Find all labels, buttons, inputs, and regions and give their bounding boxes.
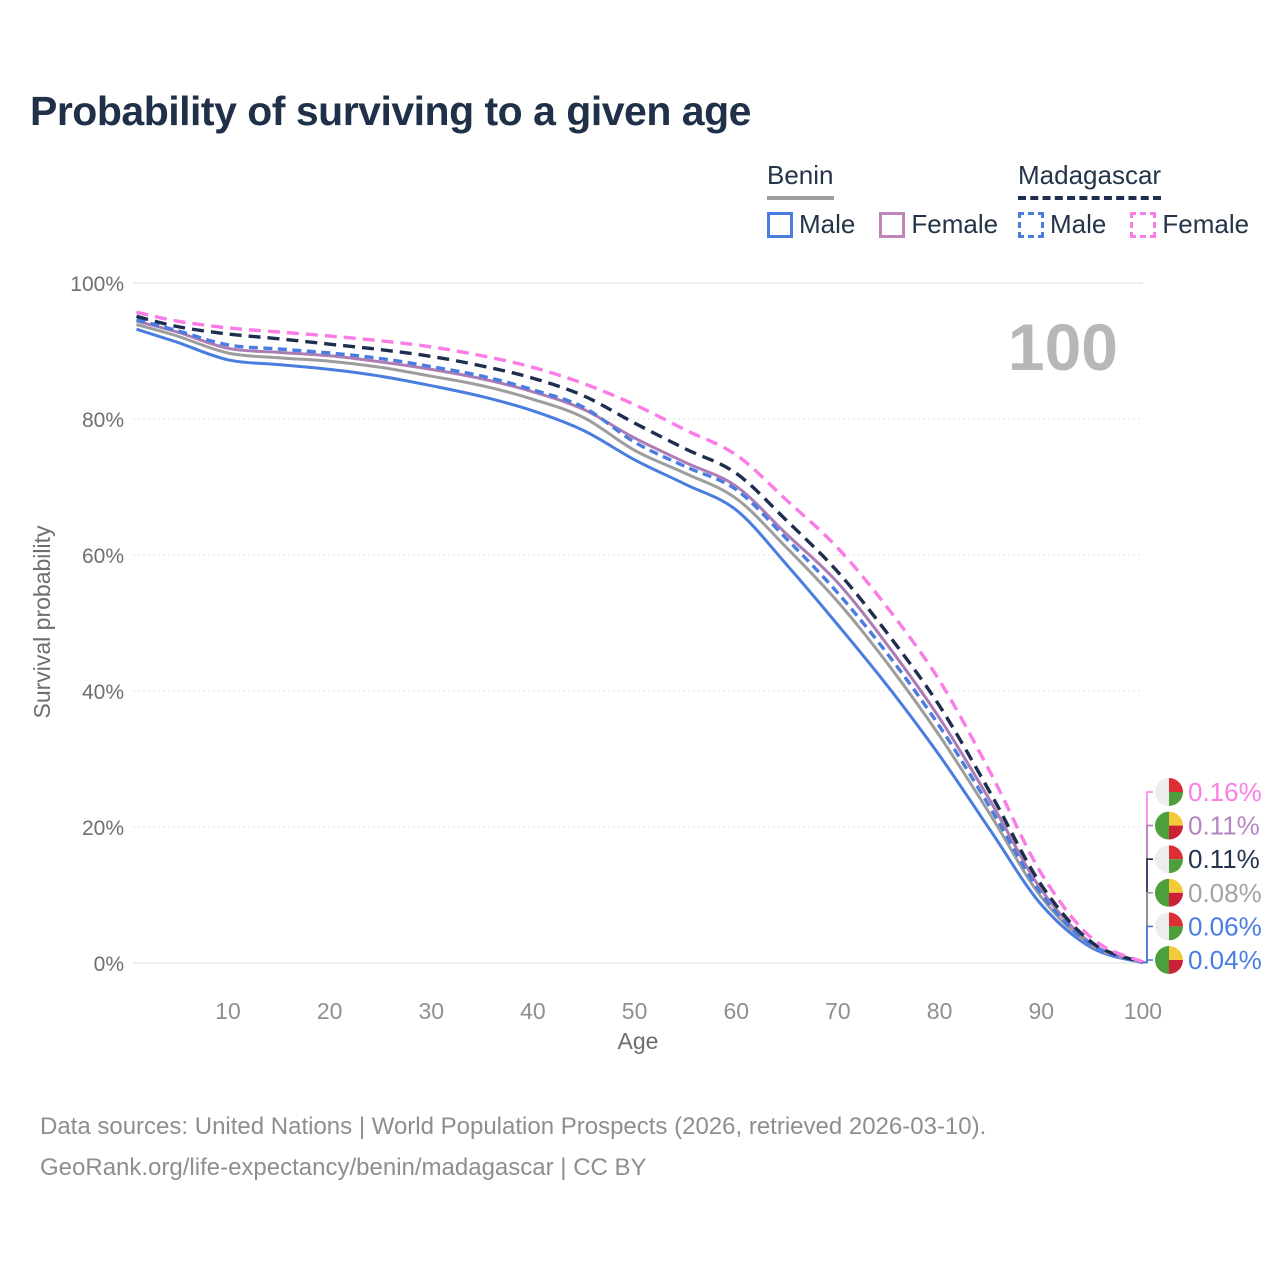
madagascar-male-swatch-icon[interactable] <box>1018 211 1044 238</box>
legend-item-benin-male[interactable]: Male <box>767 209 855 240</box>
legend-item-benin-female[interactable]: Female <box>879 209 998 240</box>
madagascar-flag-icon <box>1155 778 1183 806</box>
y-tick-label: 40% <box>82 681 124 704</box>
legend-group-benin: Benin Male Female <box>767 160 998 240</box>
legend-item-madagascar-female[interactable]: Female <box>1130 209 1249 240</box>
benin-flag-icon <box>1155 878 1183 907</box>
series-layer <box>136 310 1144 965</box>
series-line-madagascar-male <box>136 318 1144 965</box>
leader-line <box>1143 925 1153 964</box>
x-tick-label: 60 <box>723 998 749 1024</box>
leader-line <box>1143 824 1153 964</box>
leader-line <box>1143 858 1153 964</box>
y-tick-label: 80% <box>82 409 124 432</box>
end-label-value: 0.11% <box>1188 844 1260 874</box>
y-axis-title: Survival probability <box>29 525 55 719</box>
madagascar-flag-icon <box>1155 845 1183 874</box>
y-tick-label: 100% <box>70 273 124 296</box>
x-tick-label: 40 <box>520 998 546 1024</box>
footer: Data sources: United Nations | World Pop… <box>40 1106 986 1188</box>
grid-layer: 0% 20% 40% 60% 80% 100% 10 20 30 40 50 60 70 80 90 100 <box>70 273 1162 1024</box>
madagascar-female-swatch-icon[interactable] <box>1130 211 1157 238</box>
footer-attribution-url: GeoRank.org/life-expectancy/benin/madaga… <box>40 1154 647 1181</box>
leader-line <box>1143 959 1153 964</box>
legend-heading-madagascar: Madagascar <box>1018 160 1162 200</box>
legend-heading-benin: Benin <box>767 160 834 200</box>
x-tick-label: 70 <box>825 998 851 1024</box>
x-tick-label: 80 <box>927 998 953 1024</box>
x-tick-label: 90 <box>1028 998 1054 1024</box>
x-tick-label: 100 <box>1124 998 1162 1024</box>
page-title: Probability of surviving to a given age <box>30 88 751 134</box>
leader-line <box>1143 892 1153 964</box>
series-line-benin-both <box>136 323 1144 964</box>
y-tick-label: 20% <box>82 817 124 840</box>
benin-male-swatch-icon[interactable] <box>767 211 793 238</box>
series-line-madagascar-both <box>136 314 1144 964</box>
x-axis-title: Age <box>618 1028 659 1054</box>
footer-data-sources: Data sources: United Nations | World Pop… <box>40 1113 987 1140</box>
end-label-value: 0.11% <box>1188 811 1260 841</box>
y-tick-label: 0% <box>94 953 124 976</box>
legend-item-madagascar-male[interactable]: Male <box>1018 209 1106 240</box>
benin-flag-icon <box>1155 946 1183 974</box>
age-watermark: 100 <box>1008 310 1118 384</box>
series-line-benin-female <box>136 319 1144 964</box>
madagascar-flag-icon <box>1155 912 1183 941</box>
benin-flag-icon <box>1155 811 1183 840</box>
x-tick-label: 50 <box>622 998 648 1024</box>
x-tick-label: 20 <box>317 998 343 1024</box>
end-label-value: 0.16% <box>1188 777 1262 807</box>
series-line-benin-male <box>136 327 1144 965</box>
y-tick-label: 60% <box>82 545 124 568</box>
series-line-madagascar-female <box>136 310 1144 964</box>
x-tick-label: 30 <box>418 998 444 1024</box>
end-label-layer: 0.16% 0.11%0.11% 0.08%0.06% 0.04% <box>1143 777 1262 975</box>
end-label-value: 0.04% <box>1188 945 1262 975</box>
end-label-value: 0.06% <box>1188 911 1262 941</box>
end-label-value: 0.08% <box>1188 878 1262 908</box>
legend-group-madagascar: Madagascar Male Female <box>1018 160 1249 240</box>
leader-line <box>1143 791 1153 963</box>
benin-female-swatch-icon[interactable] <box>879 211 906 238</box>
x-tick-label: 10 <box>215 998 241 1024</box>
